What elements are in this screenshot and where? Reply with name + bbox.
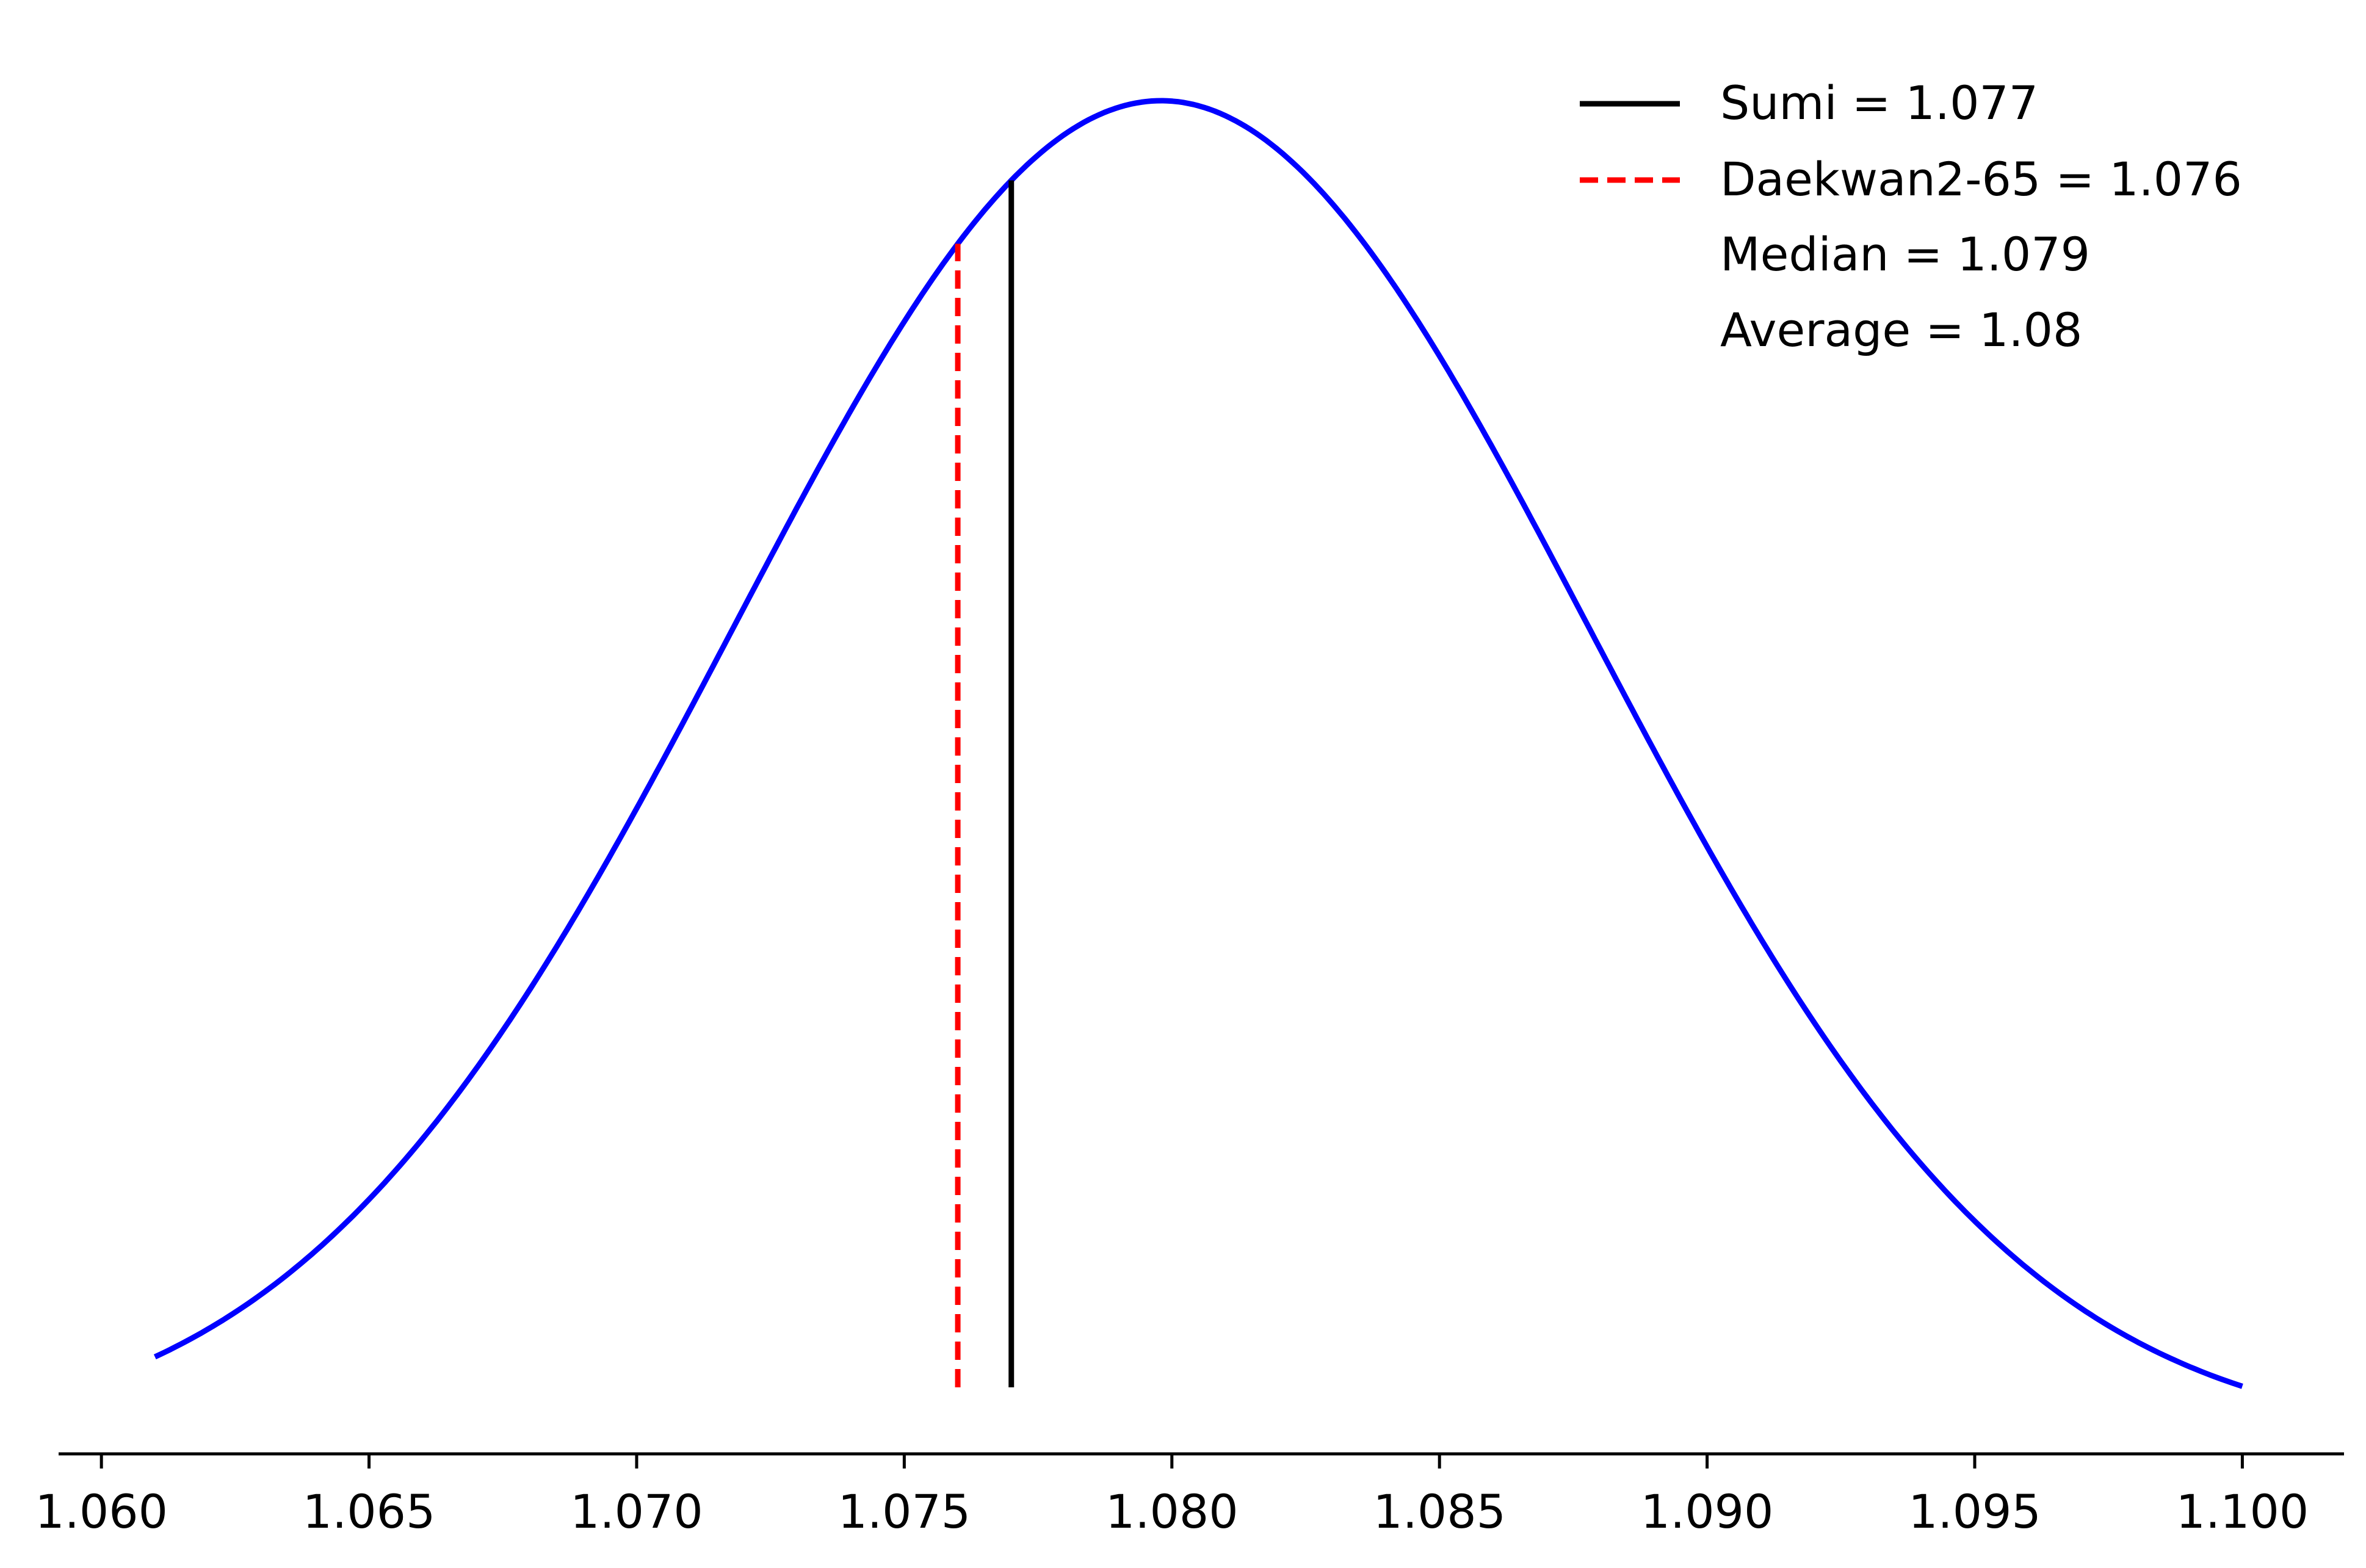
x-tick-label: 1.065 xyxy=(303,1484,436,1539)
legend-entry-average: Average = 1.08 xyxy=(1720,303,2082,357)
x-tick-label: 1.070 xyxy=(570,1484,703,1539)
legend-label-daekwan: Daekwan2-65 = 1.076 xyxy=(1720,152,2242,206)
legend-entry-median: Median = 1.079 xyxy=(1720,227,2090,281)
legend-label-average: Average = 1.08 xyxy=(1720,303,2082,357)
legend-label-median: Median = 1.079 xyxy=(1720,227,2090,281)
plot-area xyxy=(153,98,2243,1389)
x-tick-label: 1.090 xyxy=(1641,1484,1774,1539)
x-tick-label: 1.060 xyxy=(35,1484,168,1539)
legend: Sumi = 1.077 Daekwan2-65 = 1.076 Median … xyxy=(1580,76,2242,357)
x-tick-label: 1.075 xyxy=(838,1484,971,1539)
x-tick-label: 1.100 xyxy=(2176,1484,2309,1539)
x-tick-label: 1.080 xyxy=(1105,1484,1239,1539)
x-tick-label: 1.085 xyxy=(1373,1484,1506,1539)
normal-distribution-curve xyxy=(153,98,2243,1389)
x-ticks: 1.060 1.065 1.070 1.075 1.080 1.085 1.090 1.095… xyxy=(35,1454,2309,1539)
legend-entry-sumi: Sumi = 1.077 xyxy=(1580,76,2038,130)
x-tick-label: 1.095 xyxy=(1908,1484,2041,1539)
legend-label-sumi: Sumi = 1.077 xyxy=(1720,76,2038,130)
legend-entry-daekwan: Daekwan2-65 = 1.076 xyxy=(1580,152,2242,206)
x-axis: 1.060 1.065 1.070 1.075 1.080 1.085 1.090 1.095… xyxy=(35,1452,2344,1539)
